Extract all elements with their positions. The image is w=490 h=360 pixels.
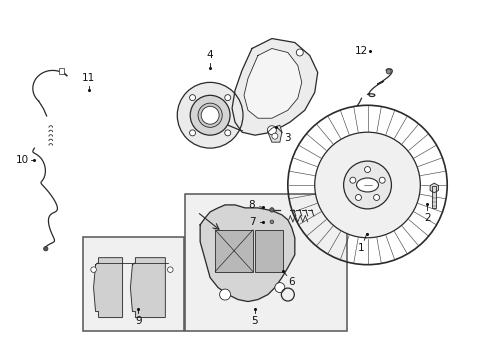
Text: 5: 5 [252,316,258,327]
Bar [215,230,253,272]
Circle shape [198,103,222,127]
Circle shape [386,69,391,74]
Text: 12: 12 [355,45,368,55]
Bar [83,237,184,332]
Circle shape [91,267,97,273]
Bar [59,68,64,74]
Circle shape [270,208,274,212]
Circle shape [190,95,230,135]
Text: 11: 11 [82,73,95,84]
Polygon shape [232,39,318,135]
Text: 10: 10 [16,155,29,165]
Text: 8: 8 [248,200,255,210]
Circle shape [350,177,356,183]
Ellipse shape [357,178,378,192]
Bar [432,186,437,208]
Circle shape [190,95,196,101]
Text: 4: 4 [207,50,214,60]
Circle shape [315,132,420,238]
Polygon shape [430,183,439,193]
Circle shape [168,267,173,273]
Bar [185,194,346,332]
Circle shape [44,247,48,251]
Text: 6: 6 [289,276,295,287]
Polygon shape [268,125,282,142]
Polygon shape [200,205,295,302]
Circle shape [275,283,285,293]
Circle shape [190,130,196,136]
Circle shape [365,167,370,172]
Circle shape [272,133,278,139]
Circle shape [379,177,385,183]
Circle shape [296,49,303,56]
Circle shape [270,220,274,224]
Circle shape [220,289,231,300]
Circle shape [225,95,231,101]
Circle shape [343,161,392,209]
Polygon shape [244,49,302,118]
Text: 1: 1 [358,243,365,253]
Text: 9: 9 [135,316,142,327]
Circle shape [268,126,276,135]
Bar [255,230,283,272]
Circle shape [355,194,362,201]
Text: 2: 2 [424,213,431,223]
Circle shape [225,130,231,136]
Circle shape [201,106,219,124]
Polygon shape [130,258,165,318]
Polygon shape [94,258,122,318]
Text: 3: 3 [285,133,291,143]
Circle shape [177,82,243,148]
Circle shape [373,194,380,201]
Text: 7: 7 [248,217,255,227]
